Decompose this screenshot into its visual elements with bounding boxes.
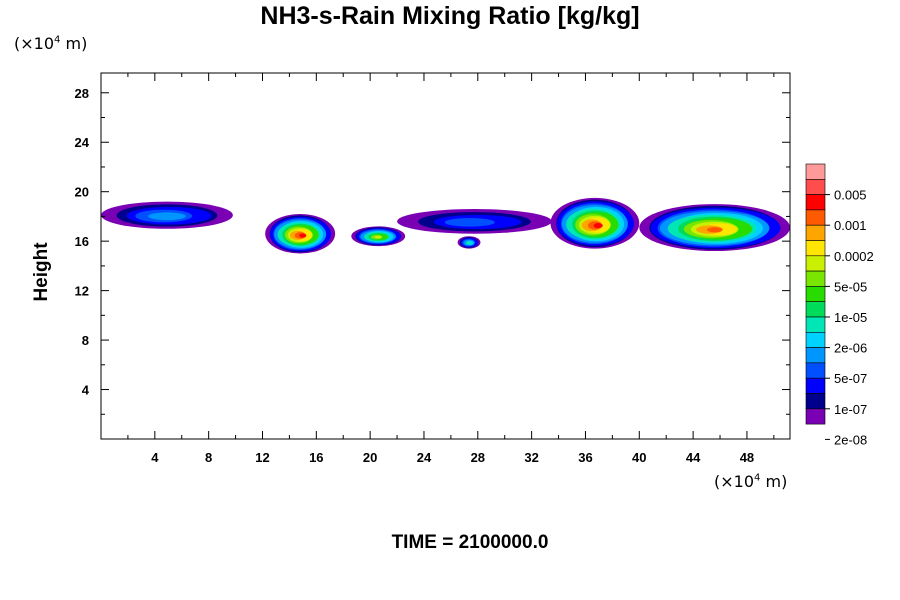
colorbar-box [805,316,826,333]
colorbar-box [805,179,826,195]
contour-cell-a [299,233,307,238]
x-axis-unit: (×104 m) [714,472,788,491]
contour-cell-c [465,241,471,245]
colorbar-box [805,301,826,318]
contour-band-left [148,212,186,221]
colorbar-label: 0.001 [834,218,867,233]
y-axis-unit: (×104 m) [14,34,88,53]
colorbar-label: 0.0002 [834,249,874,264]
y-tick-label: 28 [75,86,89,101]
colorbar-box [805,393,826,410]
x-tick-label: 8 [205,450,212,465]
y-tick-label: 8 [82,333,89,348]
colorbar-box [805,194,826,211]
x-tick-label: 16 [309,450,323,465]
colorbar-label: 5e-05 [834,279,867,294]
colorbar-box [805,286,826,302]
colorbar: 0.005 0.001 0.0002 5e-05 1e-05 2e-06 5e-07 1e-0… [805,163,874,447]
x-tick-label: 4 [151,450,159,465]
x-tick-label: 20 [363,450,377,465]
colorbar-box [805,163,826,180]
contour-fields [101,197,790,254]
x-tick-label: 32 [524,450,538,465]
y-tick-label: 24 [75,135,90,150]
colorbar-box [805,408,826,425]
x-tick-label: 12 [255,450,269,465]
x-tick-label: 40 [632,450,646,465]
colorbar-label: 2e-06 [834,341,867,356]
plot-frame [100,72,791,440]
colorbar-box [805,240,826,257]
colorbar-box [805,224,826,241]
colorbar-box [805,362,826,379]
y-tick-label: 4 [82,383,90,398]
contour-cell-e [706,227,723,233]
colorbar-label: 0.005 [834,188,867,203]
contour-cell-d [593,222,603,229]
x-tick-label: 28 [471,450,485,465]
y-tick-label: 12 [75,284,89,299]
colorbar-box [805,377,826,394]
contour-band-mid [444,218,495,227]
colorbar-label: 1e-05 [834,310,867,325]
colorbar-box [805,270,826,287]
colorbar-box [805,331,826,348]
colorbar-label: 1e-07 [834,402,867,417]
colorbar-box [805,209,826,226]
x-tick-label: 36 [578,450,592,465]
y-tick-label: 16 [75,234,89,249]
time-label: TIME = 2100000.0 [391,532,549,553]
chart-title: NH3-s-Rain Mixing Ratio [kg/kg] [260,2,640,30]
colorbar-box [805,255,826,272]
x-tick-label: 44 [686,450,701,465]
colorbar-box [805,347,826,364]
x-tick-label: 24 [417,450,432,465]
colorbar-label: 5e-07 [834,371,867,386]
x-tick-label: 48 [740,450,754,465]
colorbar-label: 2e-08 [834,432,867,447]
y-tick-label: 20 [75,185,89,200]
contour-cell-b [374,235,382,239]
